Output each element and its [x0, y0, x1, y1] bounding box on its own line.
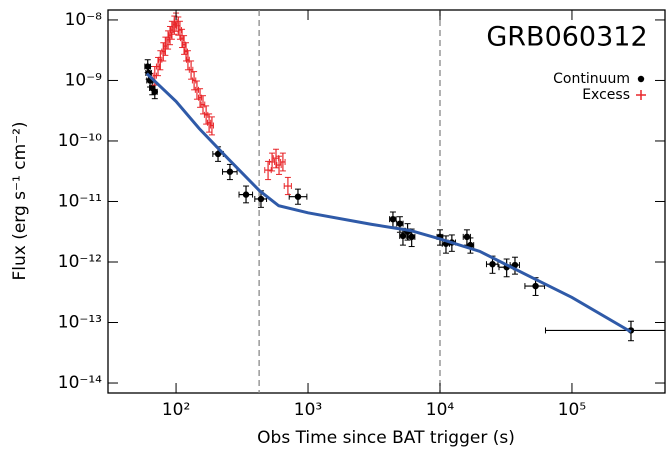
y-tick-label: 10⁻⁸	[65, 10, 103, 30]
x-tick-label: 10³	[294, 400, 322, 420]
data-point	[396, 220, 404, 227]
x-tick-label: 10⁵	[558, 400, 586, 420]
y-tick-label: 10⁻⁹	[65, 70, 103, 90]
data-point	[408, 233, 415, 241]
legend-label: Continuum	[553, 71, 630, 87]
legend-marker	[637, 75, 645, 83]
data-point	[294, 193, 302, 200]
x-tick-label: 10²	[162, 400, 190, 420]
chart-title: GRB060312	[486, 22, 647, 53]
data-point	[214, 150, 222, 158]
data-point	[151, 88, 158, 95]
data-point	[532, 282, 539, 290]
data-point	[242, 191, 250, 198]
x-tick-label: 10⁴	[426, 400, 455, 420]
y-axis-label: Flux (erg s⁻¹ cm⁻²)	[10, 121, 30, 280]
y-tick-label: 10⁻¹⁰	[58, 131, 102, 151]
data-point	[257, 195, 265, 203]
y-tick-label: 10⁻¹¹	[58, 191, 102, 211]
data-point	[489, 260, 496, 268]
y-tick-label: 10⁻¹⁴	[58, 373, 102, 393]
plot-area	[144, 10, 665, 393]
data-point	[399, 232, 407, 240]
data-point	[463, 233, 471, 241]
legend-label: Excess	[582, 87, 630, 103]
x-axis-label: Obs Time since BAT trigger (s)	[257, 428, 515, 448]
data-point	[389, 215, 397, 223]
data-point	[226, 168, 234, 175]
y-tick-label: 10⁻¹²	[58, 252, 102, 272]
y-tick-label: 10⁻¹³	[58, 313, 102, 333]
fit-line	[145, 72, 632, 334]
